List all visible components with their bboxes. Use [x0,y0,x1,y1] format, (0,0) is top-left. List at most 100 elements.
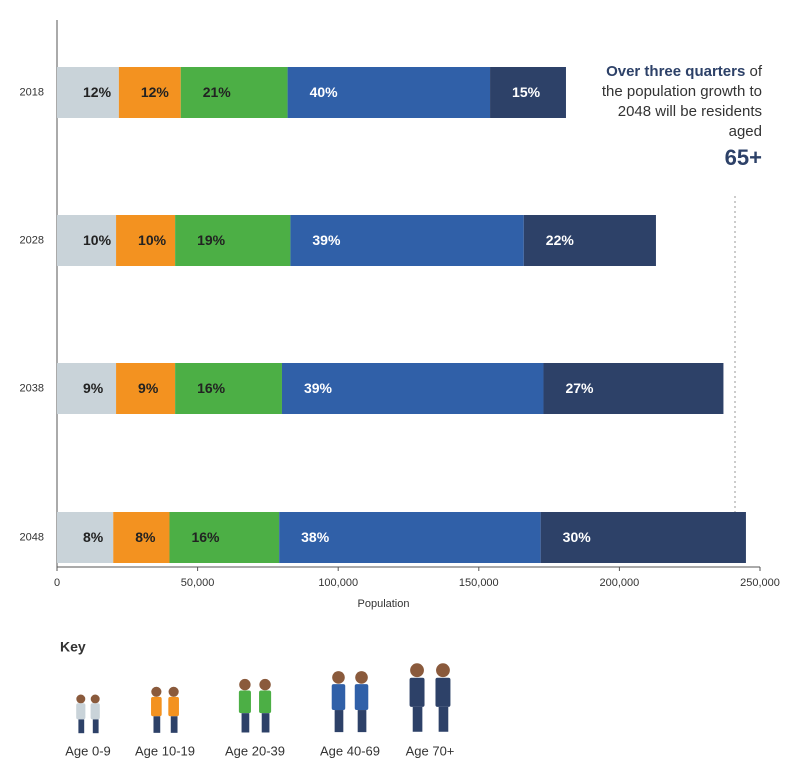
y-tick-label: 2048 [20,531,44,543]
bar-segment [279,512,541,563]
annotation-value: 65+ [724,145,762,170]
bar-segment [169,512,280,563]
value-label: 9% [138,380,159,396]
person-icon [435,663,451,732]
bar-segment [57,215,117,266]
person-legs [357,710,367,733]
person-body [259,690,272,714]
value-label: 38% [301,529,330,545]
person-head [239,678,251,691]
person-body [409,677,425,707]
x-tick-label: 150,000 [459,577,499,589]
bar-segment [57,67,119,118]
person-body [90,703,100,720]
person-legs [241,713,250,733]
person-body [76,703,86,720]
person-icon [238,678,251,733]
person-head [410,663,424,678]
person-body [331,684,346,711]
bar-segment [490,67,566,118]
value-label: 9% [83,380,104,396]
person-icon [331,671,346,733]
x-tick-label: 100,000 [318,577,358,589]
value-label: 16% [191,529,220,545]
legend-title: Key [60,639,86,655]
x-tick-label: 250,000 [740,577,780,589]
person-head [168,686,179,697]
legend-label: Age 20-39 [225,743,285,758]
value-label: 19% [197,232,226,248]
person-legs [78,719,85,734]
person-body [238,690,251,714]
person-head [259,678,271,691]
bar-segment [113,512,170,563]
person-legs [170,716,178,733]
person-body [435,677,451,707]
bar-segment [175,363,282,414]
x-tick-label: 0 [54,577,60,589]
person-body [354,684,369,711]
bar-segment [290,215,524,266]
annotation: Over three quarters of the population gr… [600,62,762,170]
bar-segment [175,215,291,266]
person-head [90,694,100,704]
bar-segment [540,512,746,563]
person-icon [354,671,369,733]
value-label: 16% [197,380,226,396]
person-icon [168,686,179,733]
person-legs [261,713,270,733]
person-head [332,671,345,684]
x-tick-label: 200,000 [600,577,640,589]
value-label: 21% [203,84,232,100]
legend-label: Age 0-9 [65,743,111,758]
value-label: 39% [304,380,333,396]
person-icon [259,678,272,733]
value-label: 10% [83,232,112,248]
x-tick-label: 50,000 [181,577,215,589]
person-icon [76,694,86,734]
legend-label: Age 40-69 [320,743,380,758]
person-icon [151,686,162,733]
value-label: 10% [138,232,167,248]
value-label: 27% [565,380,594,396]
annotation-bold: Over three quarters [606,63,746,80]
person-icon [90,694,100,734]
annotation-text: of the population growth to 2048 will be… [601,63,762,140]
bar-segment [287,67,491,118]
bar-segment [116,215,176,266]
bar-segment [543,363,724,414]
bar-segment [57,512,114,563]
value-label: 12% [83,84,112,100]
value-label: 8% [135,529,156,545]
bar-segment [118,67,181,118]
y-tick-label: 2038 [20,382,44,394]
person-body [168,696,179,717]
y-tick-label: 2018 [20,86,44,98]
person-legs [153,716,161,733]
x-axis-label: Population [358,598,410,610]
legend-label: Age 70+ [406,743,455,758]
bar-segment [281,363,544,414]
person-head [76,694,86,704]
value-label: 12% [141,84,170,100]
person-head [355,671,368,684]
y-tick-label: 2028 [20,234,44,246]
person-body [151,696,162,717]
value-label: 8% [83,529,104,545]
legend-label: Age 10-19 [135,743,195,758]
value-label: 40% [310,84,339,100]
value-label: 15% [512,84,541,100]
bar-segment [57,363,117,414]
value-label: 30% [563,529,592,545]
bar-segment [523,215,656,266]
bar-segment [180,67,288,118]
person-head [436,663,450,678]
bar-segment [116,363,176,414]
person-legs [412,706,423,732]
person-icon [409,663,425,732]
person-head [151,686,162,697]
person-legs [438,706,449,732]
person-legs [92,719,99,734]
